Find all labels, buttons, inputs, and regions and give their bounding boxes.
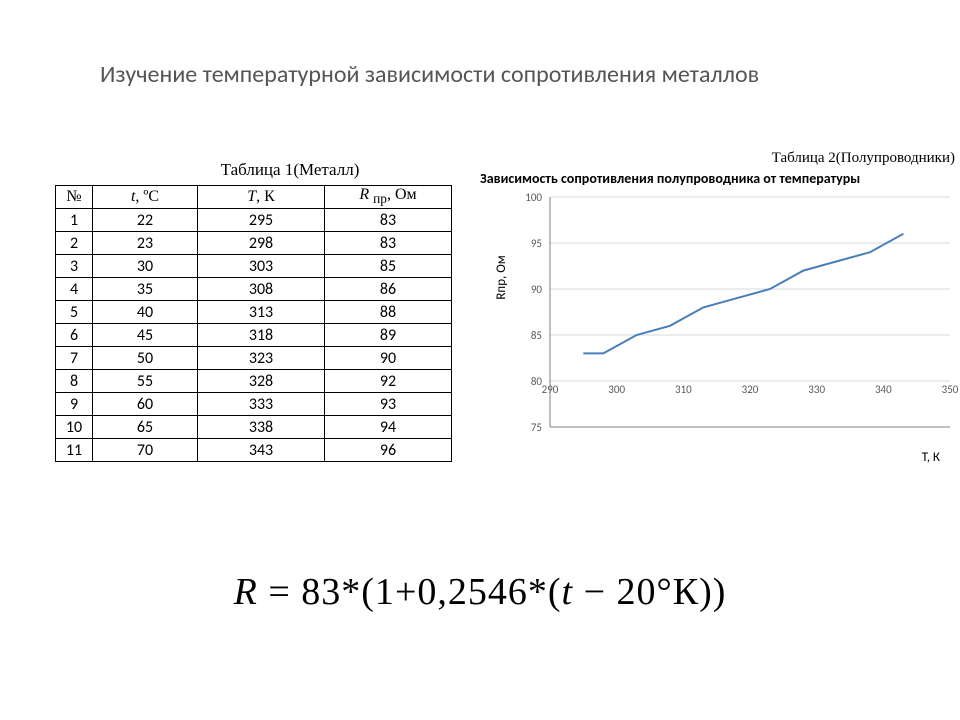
table1-caption: Таблица 1(Металл) bbox=[160, 160, 420, 180]
svg-text:300: 300 bbox=[608, 383, 625, 396]
table-row: 96033393 bbox=[56, 393, 452, 416]
table-cell: 96 bbox=[325, 439, 452, 462]
table-row: 64531889 bbox=[56, 324, 452, 347]
svg-text:350: 350 bbox=[942, 383, 959, 396]
table-cell: 295 bbox=[198, 209, 325, 232]
table2-caption: Таблица 2(Полупроводники) bbox=[650, 150, 955, 167]
table-cell: 45 bbox=[93, 324, 198, 347]
table-cell: 303 bbox=[198, 255, 325, 278]
table-row: 54031388 bbox=[56, 301, 452, 324]
table-row: 117034396 bbox=[56, 439, 452, 462]
svg-text:310: 310 bbox=[675, 383, 692, 396]
svg-text:330: 330 bbox=[808, 383, 825, 396]
svg-text:340: 340 bbox=[875, 383, 892, 396]
table-cell: 60 bbox=[93, 393, 198, 416]
table-cell: 5 bbox=[56, 301, 93, 324]
table-row: 22329883 bbox=[56, 232, 452, 255]
table-cell: 308 bbox=[198, 278, 325, 301]
table-cell: 40 bbox=[93, 301, 198, 324]
svg-text:100: 100 bbox=[525, 191, 542, 204]
table-cell: 92 bbox=[325, 370, 452, 393]
svg-text:95: 95 bbox=[531, 237, 542, 250]
table-cell: 90 bbox=[325, 347, 452, 370]
slide-title: Изучение температурной зависимости сопро… bbox=[100, 60, 760, 90]
table-cell: 22 bbox=[93, 209, 198, 232]
table-cell: 50 bbox=[93, 347, 198, 370]
table-cell: 7 bbox=[56, 347, 93, 370]
table-cell: 88 bbox=[325, 301, 452, 324]
table-col-header: № bbox=[56, 186, 93, 209]
table-cell: 338 bbox=[198, 416, 325, 439]
table-row: 85532892 bbox=[56, 370, 452, 393]
table-cell: 83 bbox=[325, 209, 452, 232]
resistance-chart: Зависимость сопротивления полупроводника… bbox=[480, 170, 960, 470]
table-cell: 298 bbox=[198, 232, 325, 255]
svg-text:Rпр, Ом: Rпр, Ом bbox=[494, 255, 509, 299]
table-row: 43530886 bbox=[56, 278, 452, 301]
table-cell: 8 bbox=[56, 370, 93, 393]
table-row: 12229583 bbox=[56, 209, 452, 232]
table-cell: 65 bbox=[93, 416, 198, 439]
table-cell: 89 bbox=[325, 324, 452, 347]
chart-svg: 7580859095100290300310320330340350Rпр, О… bbox=[480, 187, 960, 467]
table-cell: 10 bbox=[56, 416, 93, 439]
table-body: 1222958322329883330303854353088654031388… bbox=[56, 209, 452, 462]
table-cell: 85 bbox=[325, 255, 452, 278]
svg-text:75: 75 bbox=[531, 421, 542, 434]
table-cell: 1 bbox=[56, 209, 93, 232]
table-cell: 2 bbox=[56, 232, 93, 255]
table-col-header: t, ºС bbox=[93, 186, 198, 209]
table-cell: 333 bbox=[198, 393, 325, 416]
svg-text:T, К: T, К bbox=[922, 450, 940, 465]
table-col-header: R пр, Ом bbox=[325, 186, 452, 209]
table-cell: 9 bbox=[56, 393, 93, 416]
table-cell: 6 bbox=[56, 324, 93, 347]
table-cell: 30 bbox=[93, 255, 198, 278]
table-cell: 318 bbox=[198, 324, 325, 347]
metal-table: №t, ºСT, КR пр, Ом 122295832232988333030… bbox=[55, 185, 452, 462]
svg-text:90: 90 bbox=[531, 283, 543, 296]
table-cell: 83 bbox=[325, 232, 452, 255]
table-cell: 93 bbox=[325, 393, 452, 416]
table-cell: 313 bbox=[198, 301, 325, 324]
table-row: 33030385 bbox=[56, 255, 452, 278]
table-cell: 323 bbox=[198, 347, 325, 370]
table-cell: 55 bbox=[93, 370, 198, 393]
table-cell: 70 bbox=[93, 439, 198, 462]
table-header-row: №t, ºСT, КR пр, Ом bbox=[56, 186, 452, 209]
table-cell: 35 bbox=[93, 278, 198, 301]
table-col-header: T, К bbox=[198, 186, 325, 209]
table-cell: 3 bbox=[56, 255, 93, 278]
table-cell: 4 bbox=[56, 278, 93, 301]
table-cell: 23 bbox=[93, 232, 198, 255]
table-row: 106533894 bbox=[56, 416, 452, 439]
formula: R = 83*(1+0,2546*(t − 20°К)) bbox=[0, 570, 960, 614]
table-cell: 328 bbox=[198, 370, 325, 393]
table-cell: 94 bbox=[325, 416, 452, 439]
table-row: 75032390 bbox=[56, 347, 452, 370]
chart-title: Зависимость сопротивления полупроводника… bbox=[480, 170, 960, 187]
svg-text:85: 85 bbox=[531, 329, 542, 342]
table-cell: 343 bbox=[198, 439, 325, 462]
svg-text:320: 320 bbox=[742, 383, 759, 396]
table-cell: 11 bbox=[56, 439, 93, 462]
table-cell: 86 bbox=[325, 278, 452, 301]
